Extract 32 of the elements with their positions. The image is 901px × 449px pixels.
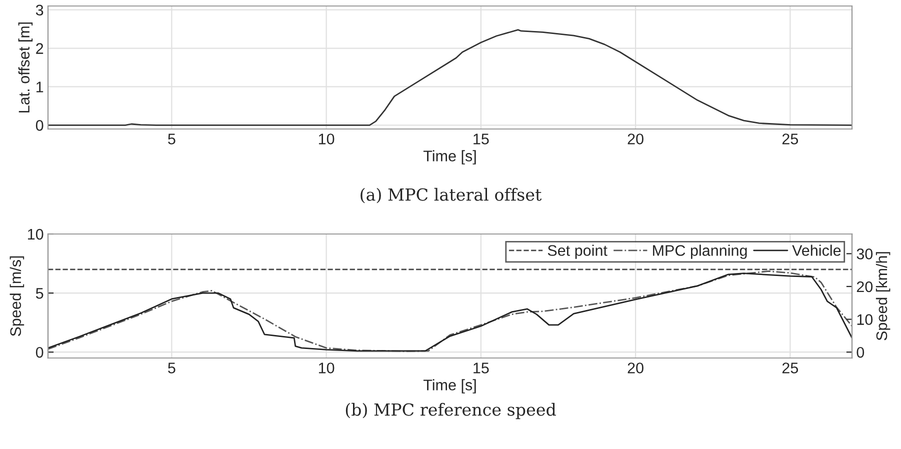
y-tick-label: 10 <box>28 228 44 240</box>
x-axis-title: Time [s] <box>423 379 476 394</box>
y-tick-label: 0 <box>36 120 44 131</box>
y2-tick-label: 20 <box>856 281 873 292</box>
x-tick-label: 25 <box>782 134 798 144</box>
line-series <box>48 29 852 126</box>
y-tick-label: 0 <box>36 346 44 358</box>
x-tick-label: 5 <box>168 362 176 374</box>
y-tick-label: 3 <box>36 4 44 16</box>
y2-tick-label: 0 <box>856 346 864 358</box>
x-tick-label: 5 <box>168 134 176 144</box>
x-tick-label: 20 <box>628 134 644 144</box>
x-tick-label: 15 <box>474 362 489 374</box>
legend-label: Vehicle <box>792 244 841 256</box>
y-axis-title: Speed [m/s] <box>10 256 24 336</box>
y2-axis-title: Speed [km/h] <box>876 252 890 340</box>
x-tick-label: 10 <box>318 134 334 144</box>
x-tick-label: 20 <box>628 362 644 374</box>
x-tick-label: 25 <box>782 362 798 374</box>
legend-label: MPC planning <box>653 244 747 259</box>
legend-label: Set point <box>548 244 608 259</box>
y-axis-title: Lat. offset [m] <box>18 22 33 112</box>
x-axis-title: Time [s] <box>423 150 476 164</box>
x-tick-label: 15 <box>474 134 489 144</box>
text: (b) MPC reference speed <box>346 402 556 420</box>
y-tick-label: 5 <box>36 288 44 299</box>
text: (a) MPC lateral offset <box>360 188 542 204</box>
y-tick-label: 2 <box>36 43 44 54</box>
x-tick-label: 10 <box>318 362 334 374</box>
y2-tick-label: 30 <box>856 248 873 260</box>
y2-tick-label: 10 <box>857 314 873 325</box>
y-tick-label: 1 <box>36 82 44 92</box>
